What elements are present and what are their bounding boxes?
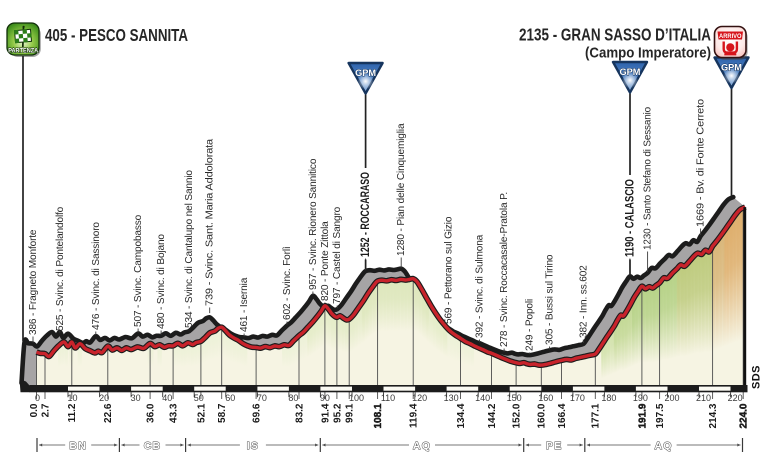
svg-text:11.2: 11.2: [67, 403, 78, 422]
svg-text:797 - Castel di Sangro: 797 - Castel di Sangro: [332, 206, 343, 304]
svg-text:190: 190: [633, 393, 648, 403]
svg-text:1252 - ROCCARASO: 1252 - ROCCARASO: [360, 172, 372, 257]
svg-text:BN: BN: [69, 440, 87, 452]
svg-text:0: 0: [35, 393, 40, 403]
svg-text:GPM: GPM: [620, 67, 641, 77]
svg-text:405 - PESCO SANNITA: 405 - PESCO SANNITA: [45, 25, 188, 45]
svg-text:160.0: 160.0: [537, 403, 548, 428]
svg-text:382 - Inn. ss.602: 382 - Inn. ss.602: [578, 265, 589, 338]
svg-text:180: 180: [601, 393, 616, 403]
svg-text:108.1: 108.1: [373, 403, 384, 428]
svg-text:386 - Fragneto Monforte: 386 - Fragneto Monforte: [28, 229, 39, 335]
svg-text:36.0: 36.0: [146, 403, 157, 423]
svg-text:110: 110: [381, 393, 395, 403]
svg-text:2.7: 2.7: [40, 403, 51, 417]
svg-text:95.2: 95.2: [332, 403, 343, 423]
svg-text:305 - Bussi sul Tirino: 305 - Bussi sul Tirino: [545, 254, 556, 345]
svg-text:507 - Svinc. Campobasso: 507 - Svinc. Campobasso: [133, 214, 144, 327]
svg-text:PE: PE: [546, 440, 562, 452]
svg-text:90: 90: [320, 393, 330, 403]
svg-text:134.4: 134.4: [456, 403, 467, 428]
svg-text:140: 140: [475, 393, 490, 403]
svg-text:461 - Isernia: 461 - Isernia: [239, 277, 250, 332]
svg-text:210: 210: [696, 393, 711, 403]
svg-text:144.2: 144.2: [487, 403, 498, 428]
svg-text:602 - Svinc. Forlì: 602 - Svinc. Forlì: [282, 246, 293, 320]
svg-text:43.3: 43.3: [169, 403, 180, 423]
svg-text:10: 10: [67, 393, 77, 403]
svg-text:SDS: SDS: [751, 365, 763, 389]
svg-text:214.3: 214.3: [708, 403, 719, 428]
svg-text:50: 50: [194, 393, 204, 403]
svg-text:476 - Svinc. di Sassinoro: 476 - Svinc. di Sassinoro: [91, 222, 102, 330]
svg-text:820 - Ponte Zittola: 820 - Ponte Zittola: [320, 221, 331, 301]
svg-text:AQ: AQ: [655, 440, 673, 452]
svg-text:739 - Svinc. Sant. Maria Addol: 739 - Svinc. Sant. Maria Addolorata: [205, 138, 216, 306]
svg-text:392 - Svinc. di Sulmona: 392 - Svinc. di Sulmona: [475, 234, 486, 338]
svg-text:200: 200: [664, 393, 679, 403]
svg-text:224.0: 224.0: [739, 403, 750, 428]
svg-text:AQ: AQ: [413, 440, 431, 452]
svg-text:22.6: 22.6: [103, 403, 114, 423]
svg-text:534 - Svinc. di Cantalupo nel: 534 - Svinc. di Cantalupo nel Sannio: [184, 170, 195, 328]
svg-text:CB: CB: [144, 440, 162, 452]
svg-text:83.2: 83.2: [294, 403, 305, 423]
svg-text:70: 70: [257, 393, 267, 403]
svg-text:569 - Pettorano sul Gizio: 569 - Pettorano sul Gizio: [444, 216, 455, 324]
svg-text:58.7: 58.7: [217, 403, 228, 423]
svg-text:GPM: GPM: [355, 68, 376, 78]
svg-text:170: 170: [570, 393, 585, 403]
svg-text:120: 120: [412, 393, 427, 403]
svg-text:0.0: 0.0: [29, 403, 40, 417]
svg-text:IS: IS: [247, 440, 259, 452]
svg-text:150: 150: [507, 393, 522, 403]
svg-text:480 - Svinc. di Bojano: 480 - Svinc. di Bojano: [156, 234, 167, 329]
svg-text:ARRIVO: ARRIVO: [719, 34, 742, 40]
svg-text:166.4: 166.4: [557, 403, 568, 428]
svg-text:99.1: 99.1: [345, 403, 356, 423]
svg-text:40: 40: [162, 393, 172, 403]
svg-text:525 - Svinc. di Pontelandolfo: 525 - Svinc. di Pontelandolfo: [55, 206, 66, 331]
svg-text:957 - Svinc. Rionero Sannitico: 957 - Svinc. Rionero Sannitico: [308, 158, 319, 290]
svg-text:1230 - Santo Stefano di Sessan: 1230 - Santo Stefano di Sessanio: [643, 106, 654, 250]
svg-text:177.1: 177.1: [591, 403, 602, 428]
svg-text:PARTENZA: PARTENZA: [8, 48, 38, 55]
svg-text:197.5: 197.5: [655, 403, 666, 428]
svg-text:191.9: 191.9: [637, 403, 648, 428]
svg-text:1190 - CALASCIO: 1190 - CALASCIO: [625, 179, 637, 257]
svg-text:60: 60: [225, 393, 235, 403]
svg-text:69.6: 69.6: [252, 403, 263, 423]
svg-text:80: 80: [288, 393, 298, 403]
svg-text:249 - Popoli: 249 - Popoli: [524, 299, 535, 351]
svg-text:220: 220: [728, 393, 743, 403]
svg-text:278 - Svinc. Roccacasale-Prato: 278 - Svinc. Roccacasale-Pratola P.: [499, 192, 510, 347]
svg-text:20: 20: [99, 393, 109, 403]
svg-text:52.1: 52.1: [196, 403, 207, 423]
svg-text:91.4: 91.4: [320, 403, 331, 423]
svg-text:30: 30: [131, 393, 141, 403]
svg-text:GPM: GPM: [721, 63, 742, 73]
svg-text:100: 100: [349, 393, 364, 403]
svg-text:130: 130: [444, 393, 459, 403]
svg-text:1669 - Bv. di Fonte Cerreto: 1669 - Bv. di Fonte Cerreto: [696, 98, 707, 227]
svg-text:152.0: 152.0: [512, 403, 523, 428]
svg-text:2135 - GRAN SASSO D’ITALIA: 2135 - GRAN SASSO D’ITALIA: [519, 25, 711, 45]
svg-text:160: 160: [538, 393, 553, 403]
svg-text:(Campo Imperatore): (Campo Imperatore): [585, 45, 711, 62]
svg-text:119.4: 119.4: [409, 403, 420, 428]
svg-text:1280 - Pian delle Cinquemiglia: 1280 - Pian delle Cinquemiglia: [396, 123, 407, 256]
